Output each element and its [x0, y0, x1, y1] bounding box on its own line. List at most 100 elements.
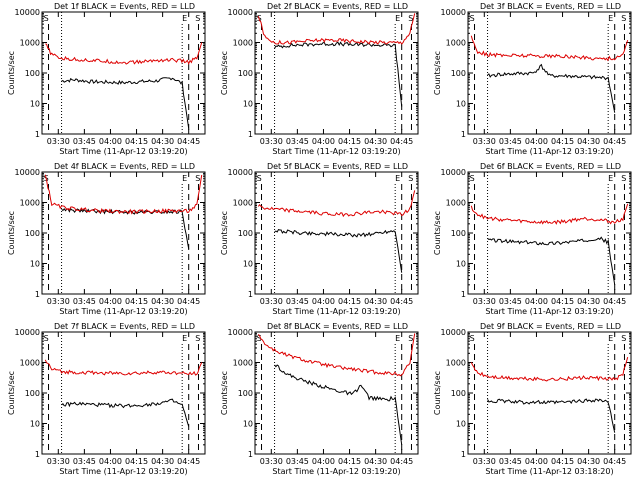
plot-frame	[41, 11, 206, 135]
x-axis-label: Start Time (11-Apr-12 03:19:20)	[272, 307, 400, 316]
x-axis-label: Start Time (11-Apr-12 03:19:20)	[59, 467, 187, 476]
x-tick-label: 04:30	[151, 457, 174, 466]
panel-title: Det 7f BLACK = Events, RED = LLD	[54, 322, 195, 331]
x-tick-label: 04:15	[125, 457, 148, 466]
x-axis-label: Start Time (11-Apr-12 03:19:20)	[272, 467, 400, 476]
panel-title: Det 2f BLACK = Events, RED = LLD	[267, 2, 408, 11]
series-line-events	[274, 41, 403, 107]
x-tick-label: 04:45	[177, 137, 200, 146]
x-tick-label: 04:00	[312, 457, 335, 466]
start-marker-label: S	[470, 334, 475, 343]
y-axis-label: Counts/sec	[220, 51, 229, 95]
y-tick-label: 1000	[446, 199, 466, 208]
x-tick-label: 04:45	[603, 457, 626, 466]
y-tick-label: 10	[456, 420, 466, 429]
plot-frame	[467, 11, 632, 135]
y-axis-label: Counts/sec	[220, 211, 229, 255]
y-tick-label: 1	[35, 290, 40, 299]
y-tick-label: 1	[461, 290, 466, 299]
x-tick-label: 03:30	[47, 137, 70, 146]
y-tick-label: 1000	[20, 199, 40, 208]
start-marker-label: S	[195, 174, 200, 183]
start-marker-label: S	[408, 174, 413, 183]
start-marker-label: S	[621, 14, 626, 23]
y-tick-label: 1000	[446, 359, 466, 368]
panel-title: Det 3f BLACK = Events, RED = LLD	[480, 2, 621, 11]
plot-frame	[254, 171, 419, 295]
series-line-lld	[257, 190, 416, 218]
x-tick-label: 04:00	[99, 457, 122, 466]
y-tick-label: 100	[238, 229, 253, 238]
start-marker-label: S	[195, 14, 200, 23]
x-tick-label: 04:00	[312, 297, 335, 306]
detector-panel-9: Det 9f BLACK = Events, RED = LLD 1 10 100 10…	[433, 322, 632, 476]
panel-title: Det 1f BLACK = Events, RED = LLD	[54, 2, 195, 11]
x-tick-label: 03:30	[473, 137, 496, 146]
y-axis-label: Counts/sec	[433, 371, 442, 415]
y-tick-label: 10	[456, 260, 466, 269]
x-tick-label: 03:45	[286, 137, 309, 146]
y-axis-label: Counts/sec	[433, 51, 442, 95]
detector-panel-3: Det 3f BLACK = Events, RED = LLD 1 10 100 10…	[433, 2, 632, 156]
y-axis-label: Counts/sec	[7, 211, 16, 255]
x-tick-label: 04:45	[390, 457, 413, 466]
series-line-events	[487, 63, 616, 113]
detector-panel-4: Det 4f BLACK = Events, RED = LLD 1 10 100 10…	[7, 162, 206, 316]
y-tick-label: 1	[35, 130, 40, 139]
start-marker-label: S	[470, 14, 475, 23]
series-line-lld	[45, 42, 203, 65]
y-tick-label: 10000	[228, 328, 253, 337]
detector-panel-5: Det 5f BLACK = Events, RED = LLD 1 10 100 10…	[220, 162, 419, 316]
x-tick-label: 03:45	[499, 457, 522, 466]
y-tick-label: 1000	[20, 39, 40, 48]
x-tick-label: 03:30	[260, 297, 283, 306]
x-tick-label: 04:15	[551, 137, 574, 146]
start-marker-label: S	[44, 334, 49, 343]
y-tick-label: 100	[451, 69, 466, 78]
start-marker-label: S	[408, 334, 413, 343]
series-line-lld	[470, 203, 629, 225]
y-axis-label: Counts/sec	[7, 371, 16, 415]
x-tick-label: 04:45	[390, 137, 413, 146]
x-axis-label: Start Time (11-Apr-12 03:19:20)	[485, 307, 613, 316]
detector-panel-1: Det 1f BLACK = Events, RED = LLD 1 10 100 10…	[7, 2, 206, 156]
end-marker-label: E	[395, 14, 400, 23]
x-tick-label: 04:45	[177, 457, 200, 466]
x-tick-label: 03:45	[73, 297, 96, 306]
detector-panel-7: Det 7f BLACK = Events, RED = LLD 1 10 100 10…	[7, 322, 206, 476]
x-tick-label: 03:45	[499, 137, 522, 146]
x-tick-label: 03:45	[286, 457, 309, 466]
start-marker-label: S	[257, 334, 262, 343]
x-tick-label: 04:45	[177, 297, 200, 306]
x-axis-label: Start Time (11-Apr-12 03:19:20)	[272, 147, 400, 156]
plot-frame	[254, 11, 419, 135]
x-tick-label: 04:45	[603, 297, 626, 306]
panel-title: Det 9f BLACK = Events, RED = LLD	[480, 322, 621, 331]
x-tick-label: 04:30	[151, 137, 174, 146]
x-tick-label: 03:45	[73, 457, 96, 466]
y-tick-label: 10	[30, 100, 40, 109]
series-line-lld	[470, 356, 629, 382]
y-tick-label: 10	[243, 420, 253, 429]
series-line-events	[61, 77, 190, 129]
y-tick-label: 1000	[446, 39, 466, 48]
y-tick-label: 10000	[441, 168, 466, 177]
series-line-events	[61, 398, 190, 427]
x-axis-label: Start Time (11-Apr-12 03:18:20)	[485, 467, 613, 476]
start-marker-label: S	[621, 174, 626, 183]
x-tick-label: 04:30	[577, 297, 600, 306]
y-tick-label: 10000	[228, 8, 253, 17]
x-tick-label: 03:45	[73, 137, 96, 146]
y-tick-label: 100	[25, 69, 40, 78]
series-line-events	[274, 229, 403, 273]
y-tick-label: 10000	[15, 8, 40, 17]
y-axis-label: Counts/sec	[7, 51, 16, 95]
y-tick-label: 100	[238, 389, 253, 398]
x-tick-label: 04:00	[99, 137, 122, 146]
x-tick-label: 04:00	[312, 137, 335, 146]
series-line-events	[487, 236, 616, 285]
series-line-lld	[257, 13, 416, 45]
x-tick-label: 04:00	[99, 297, 122, 306]
x-axis-label: Start Time (11-Apr-12 03:19:20)	[59, 307, 187, 316]
